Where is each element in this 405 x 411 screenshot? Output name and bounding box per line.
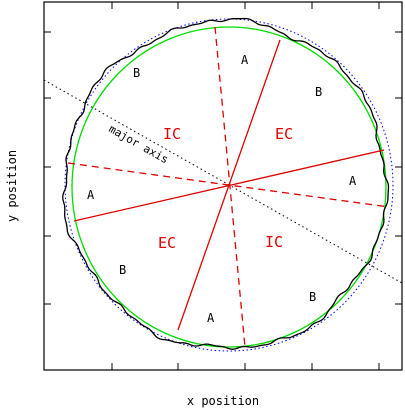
y-axis-title: y position — [5, 150, 19, 222]
major-axis-annotation: major axis — [107, 122, 171, 166]
label-a-left: A — [87, 188, 95, 202]
y-axis-ticks-left — [44, 31, 51, 305]
plot-frame — [43, 1, 403, 371]
label-a-right: A — [349, 174, 357, 188]
x-axis-ticks-bottom — [111, 363, 380, 370]
label-ec-upper-right: EC — [275, 125, 293, 143]
label-ic-upper-left: IC — [163, 125, 181, 143]
x-axis-ticks-top — [111, 2, 380, 9]
label-b-lower-right: B — [309, 290, 316, 304]
dashed-division-2 — [67, 162, 390, 208]
label-ic-lower-right: IC — [265, 233, 283, 251]
dashed-division-1 — [214, 26, 246, 348]
major-axis-line — [43, 79, 403, 284]
label-b-upper-right: B — [315, 85, 322, 99]
label-b-upper-left: B — [133, 66, 140, 80]
label-a-top: A — [241, 53, 249, 67]
y-axis-ticks-right — [395, 31, 402, 305]
x-axis-title: x position — [187, 394, 259, 408]
fit-circle — [71, 26, 387, 348]
label-ec-lower-left: EC — [158, 234, 176, 252]
label-a-bottom: A — [207, 311, 215, 325]
cell-outline — [62, 17, 390, 350]
label-b-lower-left: B — [119, 263, 126, 277]
dashed-division-lines — [67, 26, 390, 348]
